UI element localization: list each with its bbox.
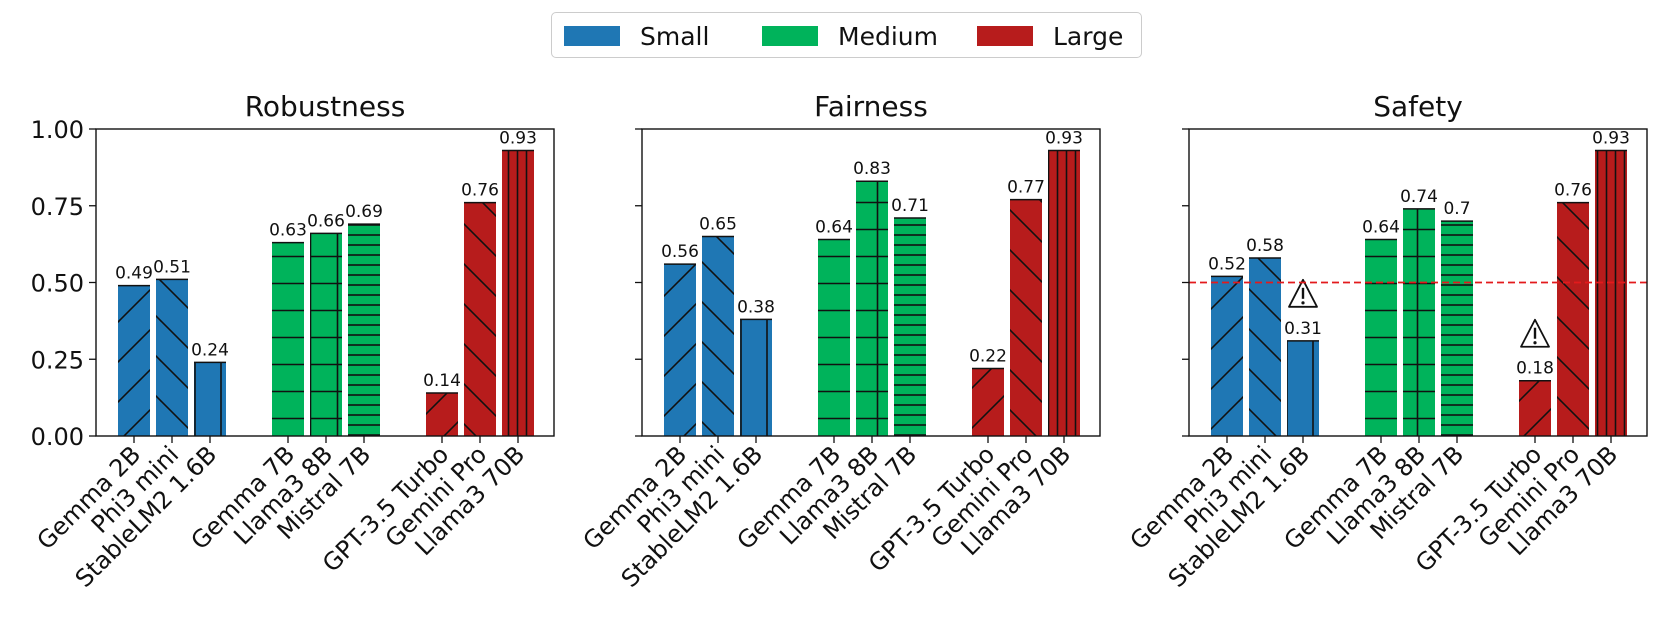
data-label: 0.77 bbox=[1007, 178, 1045, 198]
bar-hatch bbox=[1211, 276, 1243, 436]
data-label: 0.76 bbox=[461, 181, 499, 201]
bar-hatch bbox=[194, 362, 226, 436]
bar-hatch bbox=[464, 202, 496, 436]
plot-frame bbox=[95, 128, 555, 437]
bar-hatch bbox=[894, 218, 926, 436]
data-label: 0.24 bbox=[191, 340, 229, 360]
plot-frame bbox=[641, 128, 1101, 437]
bar-hatch bbox=[156, 279, 188, 436]
data-label: 0.66 bbox=[307, 211, 345, 231]
legend-swatch-medium bbox=[762, 26, 818, 46]
legend-swatch-large bbox=[977, 26, 1033, 46]
chart-title: Safety bbox=[1373, 90, 1463, 123]
y-tick-label: 0.50 bbox=[31, 270, 84, 298]
bar-hatch bbox=[818, 239, 850, 436]
data-label: 0.58 bbox=[1246, 236, 1284, 256]
bar-hatch bbox=[1519, 380, 1551, 436]
bar-hatch bbox=[1595, 150, 1627, 437]
data-label: 0.65 bbox=[699, 214, 737, 234]
data-label: 0.71 bbox=[891, 196, 929, 216]
data-label: 0.22 bbox=[969, 346, 1007, 366]
y-tick-label: 0.25 bbox=[31, 346, 84, 374]
legend-item-small: Small bbox=[564, 13, 709, 59]
bar-hatch bbox=[1557, 202, 1589, 436]
bar-hatch bbox=[118, 285, 150, 436]
bar-hatch bbox=[740, 319, 772, 436]
legend-label-medium: Medium bbox=[838, 21, 938, 51]
data-label: 0.56 bbox=[661, 242, 699, 262]
chart-panel-robustness: Robustness0.000.250.500.751.000.49Gemma … bbox=[31, 90, 555, 593]
y-tick-label: 0.00 bbox=[31, 423, 84, 451]
bar-hatch bbox=[272, 242, 304, 436]
bar-hatch bbox=[664, 264, 696, 436]
data-label: 0.93 bbox=[499, 128, 537, 148]
data-label: 0.38 bbox=[737, 297, 775, 317]
legend-label-large: Large bbox=[1053, 21, 1124, 51]
bar-hatch bbox=[1365, 239, 1397, 436]
data-label: 0.64 bbox=[1362, 218, 1400, 238]
bar-hatch bbox=[502, 150, 534, 437]
plot-frame bbox=[1188, 128, 1648, 437]
data-label: 0.63 bbox=[269, 221, 307, 241]
data-label: 0.69 bbox=[345, 202, 383, 222]
bar-hatch bbox=[1403, 208, 1435, 436]
data-label: 0.51 bbox=[153, 257, 191, 277]
data-label: 0.14 bbox=[423, 371, 461, 391]
bar-hatch bbox=[1010, 199, 1042, 436]
data-label: 0.18 bbox=[1516, 359, 1554, 379]
data-label: 0.49 bbox=[115, 264, 153, 284]
y-tick-label: 0.75 bbox=[31, 193, 84, 221]
chart-title: Fairness bbox=[814, 90, 928, 123]
warning-icon-dot bbox=[1301, 301, 1305, 305]
data-label: 0.74 bbox=[1400, 187, 1438, 207]
warning-icon-dot bbox=[1533, 341, 1537, 345]
data-label: 0.52 bbox=[1208, 254, 1246, 274]
data-label: 0.76 bbox=[1554, 181, 1592, 201]
bar-hatch bbox=[426, 393, 458, 436]
legend-item-large: Large bbox=[977, 13, 1123, 59]
legend-swatch-small bbox=[564, 26, 620, 46]
data-label: 0.83 bbox=[853, 159, 891, 179]
bar-hatch bbox=[1441, 221, 1473, 436]
bar-hatch bbox=[972, 368, 1004, 436]
bar-hatch bbox=[310, 233, 342, 436]
bar-hatch bbox=[702, 236, 734, 436]
bar-hatch bbox=[1287, 340, 1319, 436]
data-label: 0.93 bbox=[1592, 128, 1630, 148]
legend-item-medium: Medium bbox=[762, 13, 938, 59]
y-tick-label: 1.00 bbox=[31, 116, 84, 144]
legend: Small Medium Large bbox=[551, 12, 1142, 58]
bar-hatch bbox=[348, 224, 380, 436]
data-label: 0.31 bbox=[1284, 319, 1322, 339]
data-label: 0.7 bbox=[1443, 199, 1470, 219]
bar-hatch bbox=[856, 181, 888, 436]
bar-hatch bbox=[1249, 257, 1281, 436]
bar-hatch bbox=[1048, 150, 1080, 437]
data-label: 0.93 bbox=[1045, 128, 1083, 148]
data-label: 0.64 bbox=[815, 218, 853, 238]
legend-label-small: Small bbox=[640, 21, 710, 51]
chart-title: Robustness bbox=[245, 90, 406, 123]
